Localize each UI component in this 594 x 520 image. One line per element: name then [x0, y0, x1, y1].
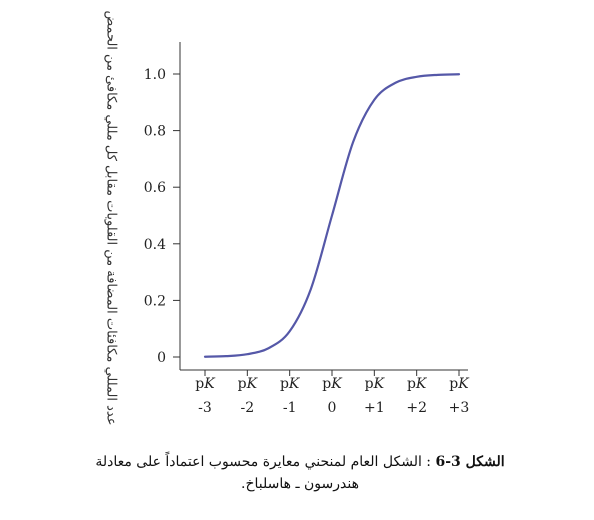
figure-caption-line-1: الشكل 3-6 : الشكل العام لمنحني معايرة مح…	[60, 452, 540, 472]
y-tick-label: 0.6	[144, 180, 166, 196]
y-tick-label: 0.4	[144, 237, 166, 253]
x-tick-label-top: pK	[365, 376, 386, 392]
y-tick-label: 1.0	[144, 67, 166, 83]
figure-caption-line-2: هندرسون ـ هاسلباخ.	[241, 476, 359, 492]
x-tick-label-bottom: -1	[283, 400, 297, 416]
figure-caption-text: : الشكل العام لمنحني معايرة محسوب اعتماد…	[95, 454, 436, 470]
y-axis-label-container: عدد المللي مكافئات المضافة من القلويات م…	[96, 8, 126, 428]
x-axis-ticks: pK -3 pK -2 pK -1 pK 0 pK +1 pK +2 pK +3	[195, 370, 470, 416]
chart-series	[203, 73, 461, 358]
x-tick-label-top: pK	[322, 376, 343, 392]
y-tick-label: 0	[157, 350, 166, 366]
chart-axes	[179, 42, 468, 371]
titration-chart: 0 0.2 0.4 0.6 0.8 1.0 pK -3 pK -2 pK -1 pK 0 pK +1 pK +2…	[144, 42, 470, 416]
y-tick-label: 0.2	[144, 293, 166, 309]
x-tick-label-bottom: -2	[241, 400, 255, 416]
y-axis-label: عدد المللي مكافئات المضافة من القلويات م…	[103, 10, 119, 426]
x-tick-label-top: pK	[449, 376, 470, 392]
x-tick-label-top: pK	[280, 376, 301, 392]
x-tick-label-top: pK	[195, 376, 216, 392]
x-tick-label-bottom: 0	[328, 400, 337, 416]
x-tick-label-bottom: +3	[449, 400, 470, 416]
x-tick-label-top: pK	[238, 376, 259, 392]
x-tick-label-bottom: +2	[406, 400, 427, 416]
y-axis-ticks: 0 0.2 0.4 0.6 0.8 1.0	[144, 67, 180, 366]
x-tick-label-top: pK	[407, 376, 428, 392]
figure-caption-label: الشكل 3-6	[435, 454, 505, 470]
y-tick-label: 0.8	[144, 124, 166, 140]
titration-curve-line	[203, 73, 461, 358]
x-tick-label-bottom: +1	[364, 400, 385, 416]
x-tick-label-bottom: -3	[198, 400, 212, 416]
